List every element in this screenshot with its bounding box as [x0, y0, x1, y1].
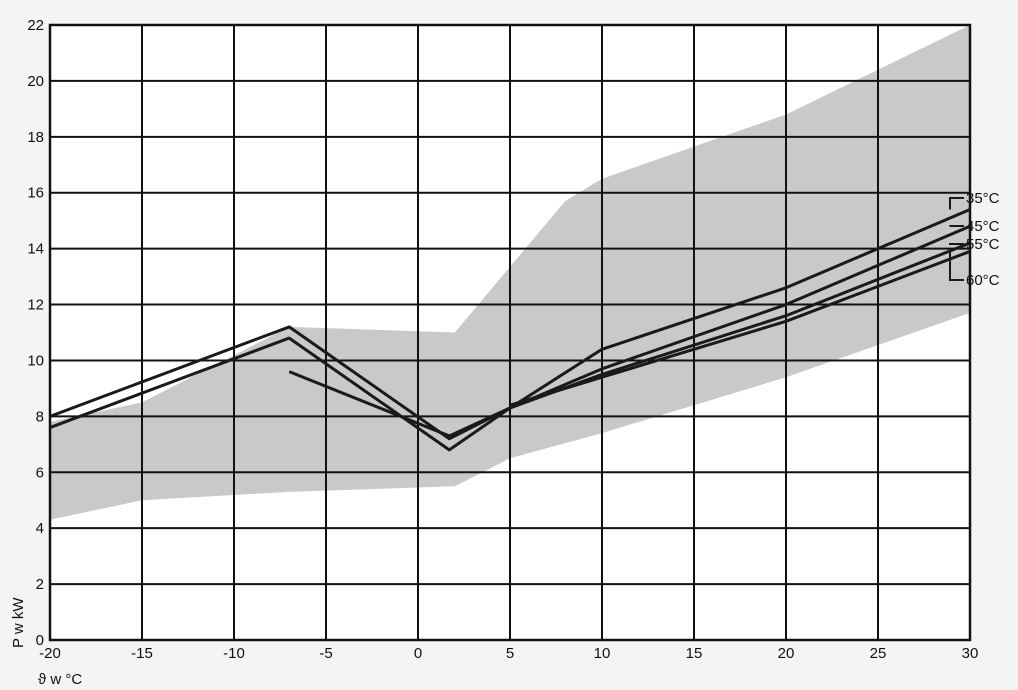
series-label: 35°C: [966, 190, 1000, 207]
series-label-leader: [949, 243, 964, 245]
x-tick-label: -20: [39, 645, 61, 662]
x-tick-label: -15: [131, 645, 153, 662]
x-tick-label: 15: [686, 645, 703, 662]
y-tick-label: 22: [27, 17, 44, 34]
x-axis-label: ϑ w °C: [38, 671, 82, 688]
y-axis-label: P w kW: [10, 597, 27, 648]
series-label-leader: [949, 197, 964, 210]
y-tick-label: 6: [36, 464, 44, 481]
x-tick-label: 5: [506, 645, 514, 662]
y-tick-label: 16: [27, 185, 44, 202]
series-label: 45°C: [966, 218, 1000, 235]
x-tick-label: -10: [223, 645, 245, 662]
x-tick-label: 30: [962, 645, 979, 662]
series-label: 55°C: [966, 236, 1000, 253]
y-tick-label: 14: [27, 241, 44, 258]
y-tick-label: 8: [36, 408, 44, 425]
series-label-leader: [949, 251, 964, 281]
y-tick-label: 12: [27, 297, 44, 314]
y-tick-label: 18: [27, 129, 44, 146]
x-tick-label: 0: [414, 645, 422, 662]
y-tick-label: 2: [36, 576, 44, 593]
x-tick-label: 10: [594, 645, 611, 662]
x-tick-label: 25: [870, 645, 887, 662]
y-tick-label: 20: [27, 73, 44, 90]
y-tick-label: 0: [36, 632, 44, 649]
series-line-3: [509, 250, 971, 407]
x-tick-label: -5: [319, 645, 332, 662]
y-tick-label: 4: [36, 520, 44, 537]
x-tick-label: 20: [778, 645, 795, 662]
y-tick-label: 10: [27, 352, 44, 369]
series-label: 60°C: [966, 272, 1000, 289]
plot-frame: [48, 23, 972, 642]
